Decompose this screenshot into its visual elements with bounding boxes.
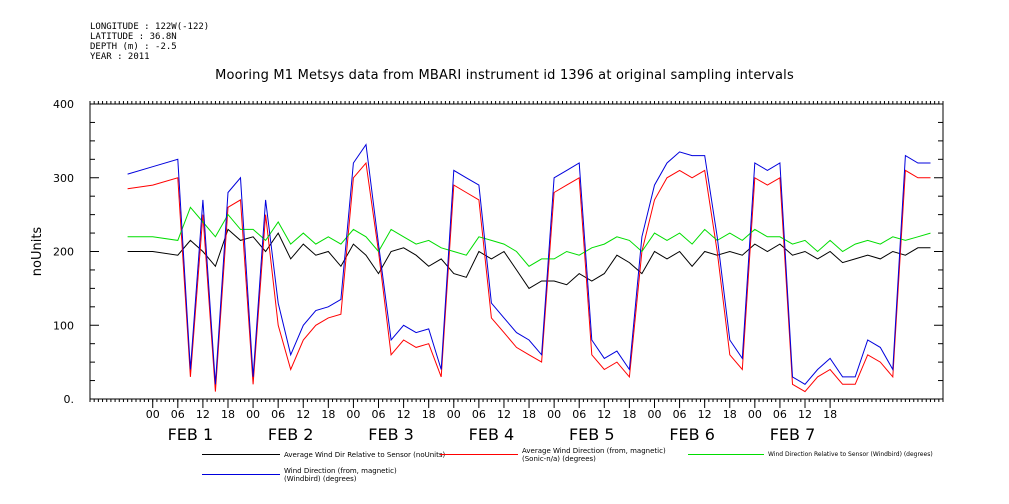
metadata-block: LONGITUDE : 122W(-122) LATITUDE : 36.8N … <box>90 22 209 62</box>
x-hour-label: 00 <box>647 408 661 421</box>
latitude-text: LATITUDE : 36.8N <box>90 32 177 42</box>
x-day-label: FEB 4 <box>469 425 515 444</box>
x-hour-label: 18 <box>723 408 737 421</box>
series-layer <box>127 143 931 393</box>
chart-title: Mooring M1 Metsys data from MBARI instru… <box>215 68 794 83</box>
x-day-label: FEB 7 <box>770 425 816 444</box>
year-text: YEAR : 2011 <box>90 52 150 62</box>
x-hour-label: 06 <box>472 408 486 421</box>
y-tick-label: 100 <box>53 319 74 332</box>
y-tick-label: 400 <box>53 98 74 111</box>
x-hour-label: 12 <box>597 408 611 421</box>
y-tick-label: 200 <box>53 246 74 259</box>
x-hour-label: 18 <box>321 408 335 421</box>
x-day-label: FEB 2 <box>268 425 314 444</box>
x-hour-label: 12 <box>296 408 310 421</box>
longitude-text: LONGITUDE : 122W(-122) <box>90 22 210 32</box>
x-hour-label: 00 <box>748 408 762 421</box>
x-hour-label: 06 <box>572 408 586 421</box>
x-hour-label: 18 <box>422 408 436 421</box>
x-day-label: FEB 3 <box>368 425 414 444</box>
x-day-label: FEB 5 <box>569 425 615 444</box>
x-hour-label: 12 <box>698 408 712 421</box>
labels-layer: 0. 100 200 300 400 noUnits 00 06 12 18 FEB 1 00 06 12… <box>30 98 837 444</box>
x-hour-label: 18 <box>522 408 536 421</box>
x-hour-label: 00 <box>547 408 561 421</box>
x-hour-label: 12 <box>497 408 511 421</box>
y-tick-label: 0. <box>64 393 75 406</box>
series-line-0 <box>127 228 931 290</box>
series-line-2 <box>127 206 931 267</box>
x-day-label: FEB 6 <box>669 425 715 444</box>
x-hour-label: 12 <box>196 408 210 421</box>
x-hour-label: 12 <box>397 408 411 421</box>
x-hour-label: 12 <box>798 408 812 421</box>
series-line-1 <box>127 161 931 393</box>
x-hour-label: 18 <box>221 408 235 421</box>
x-hour-label: 00 <box>246 408 260 421</box>
x-hour-label: 06 <box>271 408 285 421</box>
depth-text: DEPTH (m) : -2.5 <box>90 42 177 52</box>
x-hour-label: 00 <box>346 408 360 421</box>
series-line-3 <box>127 143 931 385</box>
x-hour-label: 00 <box>146 408 160 421</box>
x-hour-label: 06 <box>372 408 386 421</box>
x-hour-label: 18 <box>823 408 837 421</box>
x-hour-label: 06 <box>673 408 687 421</box>
x-hour-label: 18 <box>622 408 636 421</box>
x-day-label: FEB 1 <box>168 425 214 444</box>
ticks-layer <box>89 101 944 408</box>
y-axis-label: noUnits <box>30 227 45 277</box>
x-hour-label: 06 <box>171 408 185 421</box>
x-hour-label: 00 <box>447 408 461 421</box>
y-tick-label: 300 <box>53 172 74 185</box>
x-hour-label: 06 <box>773 408 787 421</box>
